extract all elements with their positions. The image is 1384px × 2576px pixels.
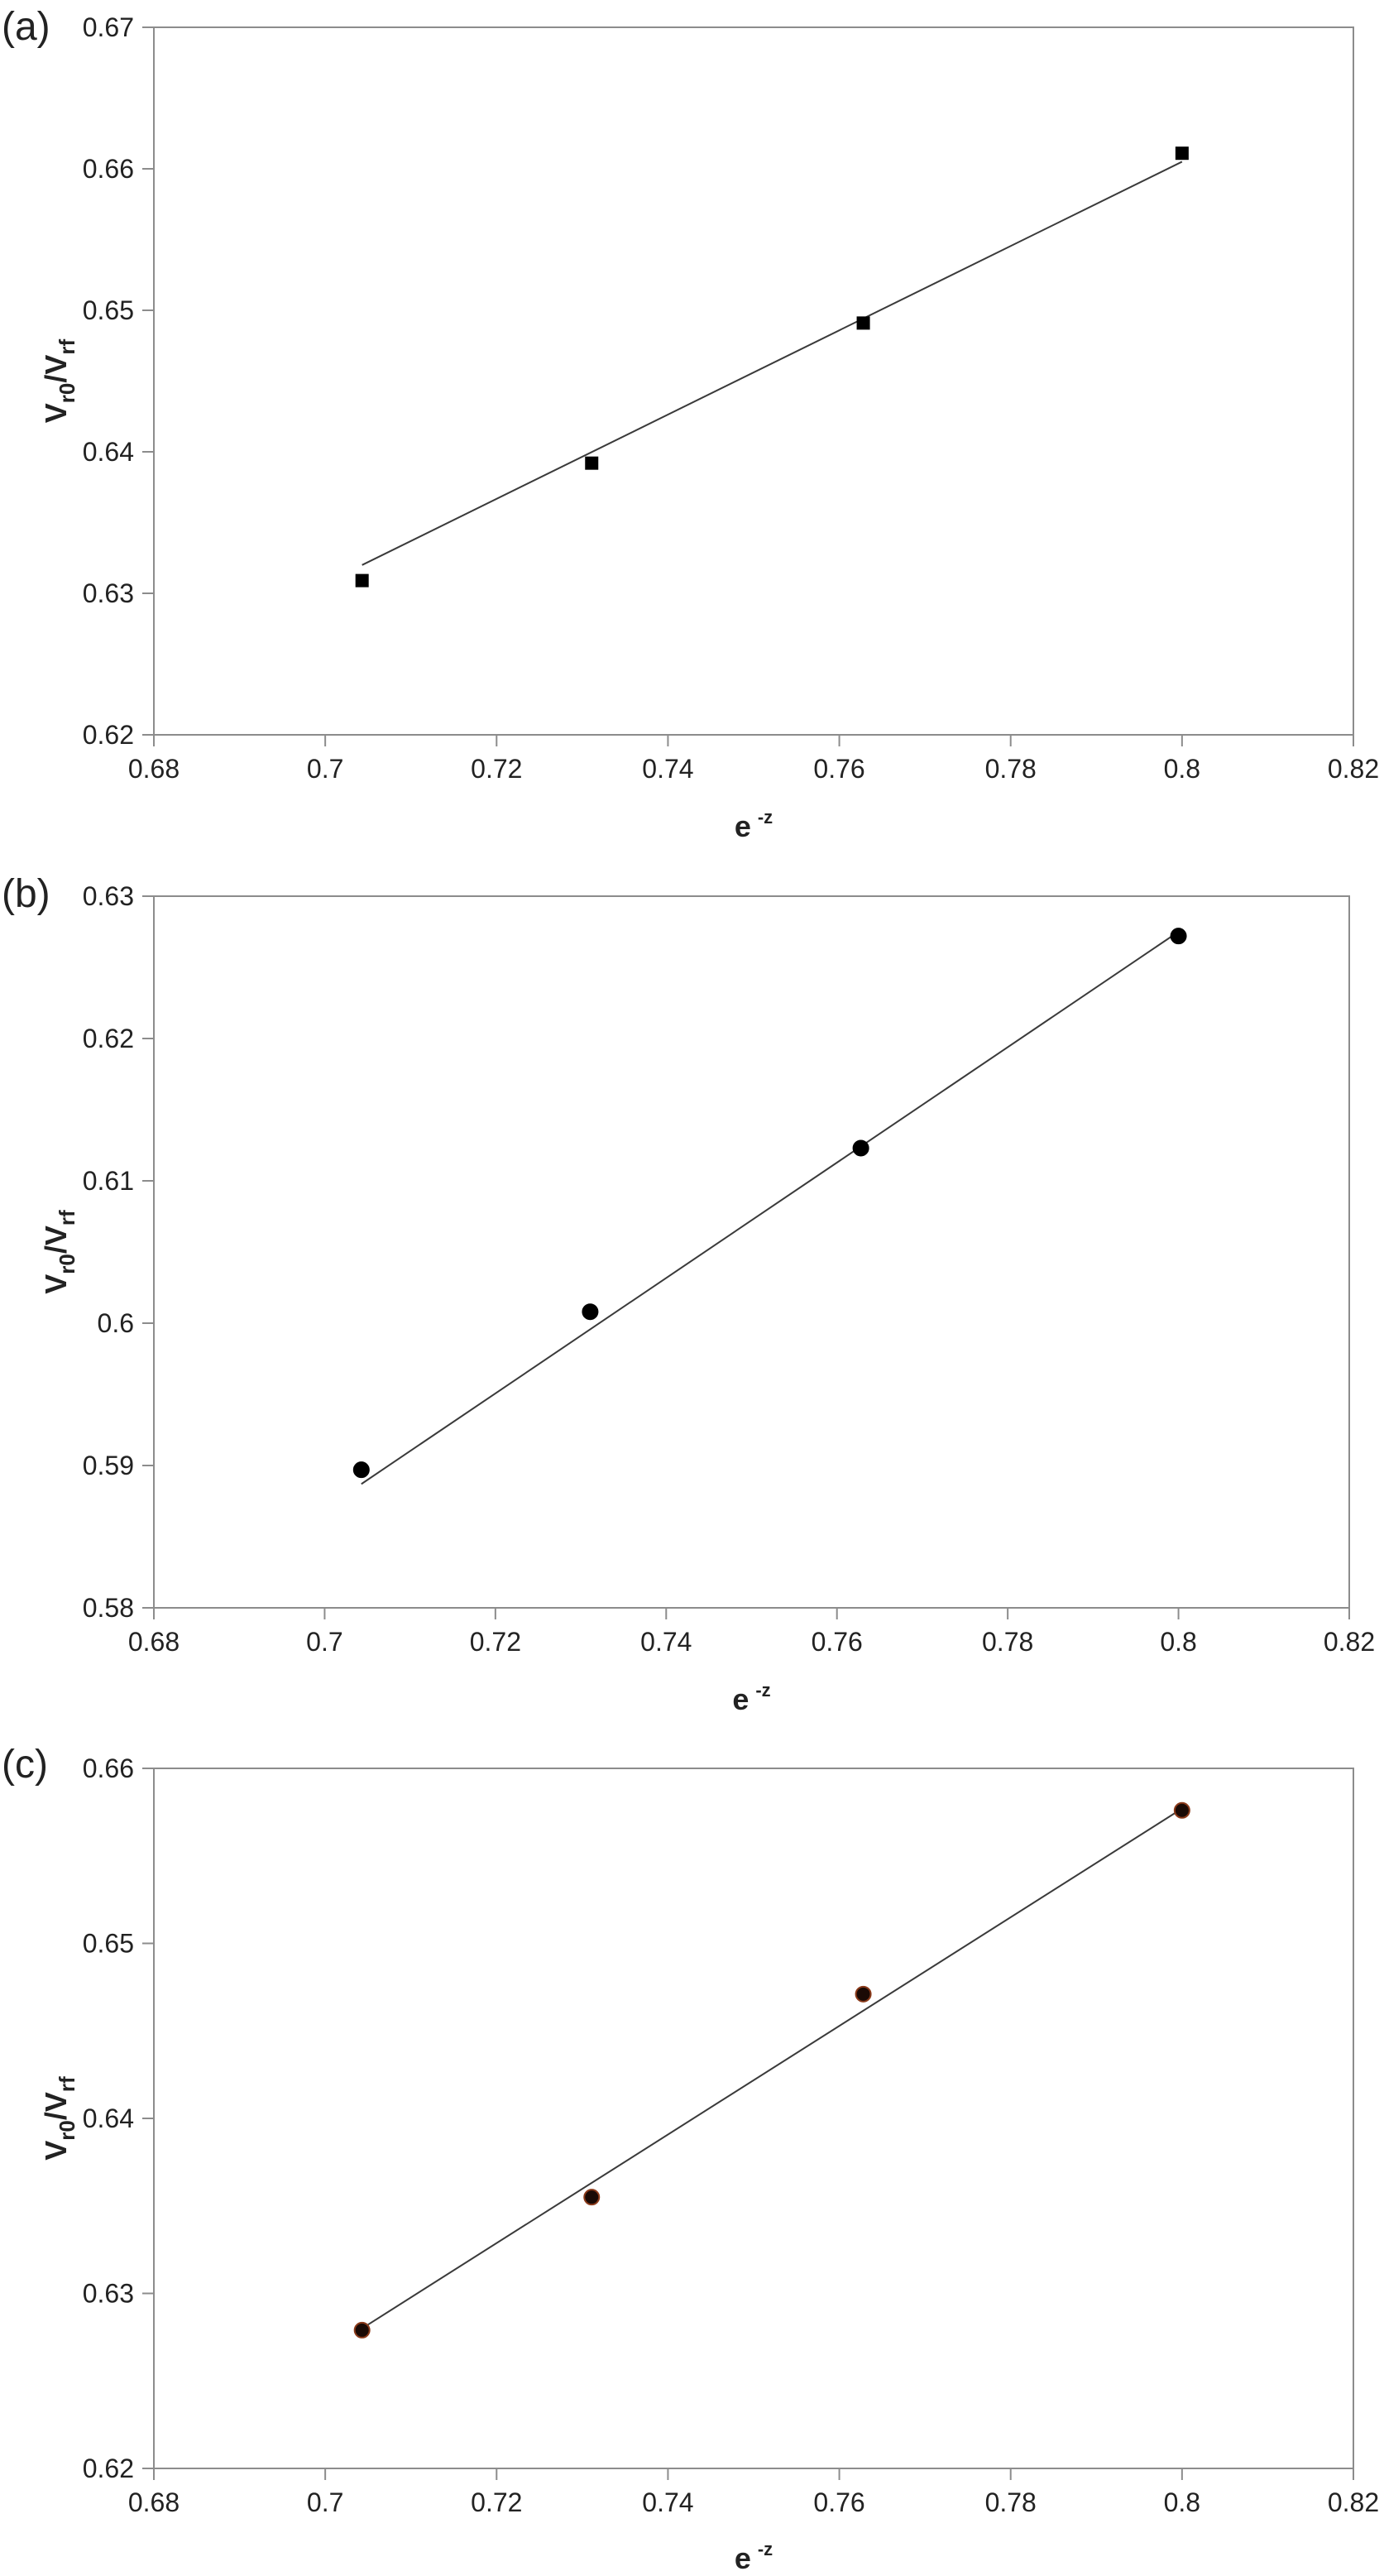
data-point	[355, 573, 369, 588]
data-point	[1175, 146, 1189, 161]
x-axis-title-sup: -z	[758, 2539, 773, 2559]
y-tick-label: 0.61	[83, 1166, 134, 1196]
x-tick-label: 0.82	[1324, 1627, 1375, 1657]
x-tick-label: 0.7	[307, 754, 343, 784]
x-tick-label: 0.68	[128, 1627, 180, 1657]
x-tick-label: 0.72	[471, 2487, 522, 2517]
data-point	[852, 1139, 869, 1157]
trend-line	[362, 161, 1183, 566]
panel-label: (c)	[2, 1743, 48, 1787]
x-tick-label: 0.76	[812, 1627, 863, 1657]
panel-label: (b)	[2, 872, 50, 916]
data-point	[353, 2321, 371, 2339]
y-tick-label: 0.58	[83, 1593, 134, 1623]
y-axis-title-sub1: r0	[55, 2120, 79, 2141]
y-axis-title-v: V	[39, 2141, 73, 2161]
y-tick-label: 0.65	[83, 1929, 134, 1959]
x-axis-title-base: e	[732, 1682, 749, 1716]
y-tick-label: 0.64	[83, 2103, 134, 2133]
x-axis-title-sup: -z	[755, 1680, 770, 1701]
x-tick-label: 0.8	[1164, 754, 1200, 784]
data-point	[352, 1461, 370, 1479]
x-tick-label: 0.74	[642, 2487, 693, 2517]
y-axis-title-sub2: rf	[55, 2076, 79, 2092]
x-axis-title-sup: -z	[758, 807, 773, 827]
data-point	[583, 2189, 601, 2206]
x-tick-label: 0.76	[813, 754, 864, 784]
data-point	[585, 456, 599, 470]
trend-line	[361, 931, 1180, 1485]
x-axis-title: e -z	[732, 1680, 770, 1716]
plot-area-frame	[153, 1768, 1354, 2469]
y-axis-title-sub2: rf	[55, 1210, 79, 1226]
data-point	[582, 1303, 599, 1321]
y-tick-label: 0.67	[83, 12, 134, 42]
x-tick-label: 0.8	[1160, 1627, 1196, 1657]
data-point	[856, 316, 870, 330]
x-tick-label: 0.72	[471, 754, 522, 784]
x-tick-label: 0.76	[813, 2487, 864, 2517]
y-axis-title-sub2: rf	[55, 338, 79, 354]
y-tick-label: 0.59	[83, 1451, 134, 1480]
y-axis-title-sub1: r0	[55, 383, 79, 404]
x-tick-label: 0.82	[1328, 2487, 1379, 2517]
y-tick-label: 0.64	[83, 437, 134, 467]
x-tick-label: 0.68	[128, 2487, 180, 2517]
trend-line	[362, 1807, 1183, 2329]
plot-area-frame	[153, 895, 1350, 1609]
x-tick-label: 0.78	[982, 1627, 1033, 1657]
y-tick-label: 0.63	[83, 578, 134, 608]
x-tick-label: 0.7	[306, 1627, 342, 1657]
panel-label: (a)	[2, 5, 50, 49]
chart-panel-2: (b) 0.68 0.7 0.72 0.74 0.76 0.78 0.8 0.82 0.58 0.5…	[2, 872, 1375, 1716]
y-tick-label: 0.66	[83, 1753, 134, 1783]
plot-area-frame	[153, 26, 1354, 736]
x-tick-label: 0.8	[1164, 2487, 1200, 2517]
x-axis-title: e -z	[735, 2539, 773, 2575]
x-tick-label: 0.78	[985, 2487, 1037, 2517]
y-tick-label: 0.62	[83, 1024, 134, 1053]
x-tick-label: 0.74	[640, 1627, 692, 1657]
y-axis-title-sep: /V	[39, 355, 73, 383]
x-tick-label: 0.7	[307, 2487, 343, 2517]
x-axis-title: e -z	[735, 807, 773, 843]
y-axis-title: Vr0/Vrf	[39, 1210, 79, 1294]
data-point	[1173, 1801, 1190, 1819]
y-tick-label: 0.63	[83, 881, 134, 911]
y-axis-title: Vr0/Vrf	[39, 338, 79, 423]
data-point	[1170, 928, 1187, 945]
y-axis-title-sub1: r0	[55, 1254, 79, 1274]
y-tick-label: 0.62	[83, 720, 134, 750]
chart-panel-3: (c) 0.68 0.7 0.72 0.74 0.76 0.78 0.8 0.82 0.62 0.6…	[2, 1743, 1379, 2575]
chart-panel-1: (a) 0.68 0.7 0.72 0.74 0.76 0.78 0.8 0.82 0.62 0.6…	[2, 5, 1379, 843]
x-tick-label: 0.72	[470, 1627, 521, 1657]
y-tick-label: 0.65	[83, 295, 134, 325]
y-axis-title-sep: /V	[39, 2092, 73, 2120]
y-axis-title-v: V	[39, 403, 73, 423]
x-tick-label: 0.82	[1328, 754, 1379, 784]
x-tick-label: 0.78	[985, 754, 1037, 784]
x-axis-title-base: e	[735, 2541, 751, 2575]
y-tick-label: 0.62	[83, 2454, 134, 2483]
y-tick-label: 0.63	[83, 2279, 134, 2309]
y-axis-title: Vr0/Vrf	[39, 2076, 79, 2161]
x-axis-title-base: e	[735, 809, 751, 843]
x-tick-label: 0.74	[642, 754, 693, 784]
y-axis-title-sep: /V	[39, 1226, 73, 1254]
x-tick-label: 0.68	[128, 754, 180, 784]
data-point	[855, 1985, 872, 2003]
y-axis-title-v: V	[39, 1274, 73, 1294]
y-tick-label: 0.6	[98, 1308, 134, 1338]
y-tick-label: 0.66	[83, 154, 134, 184]
